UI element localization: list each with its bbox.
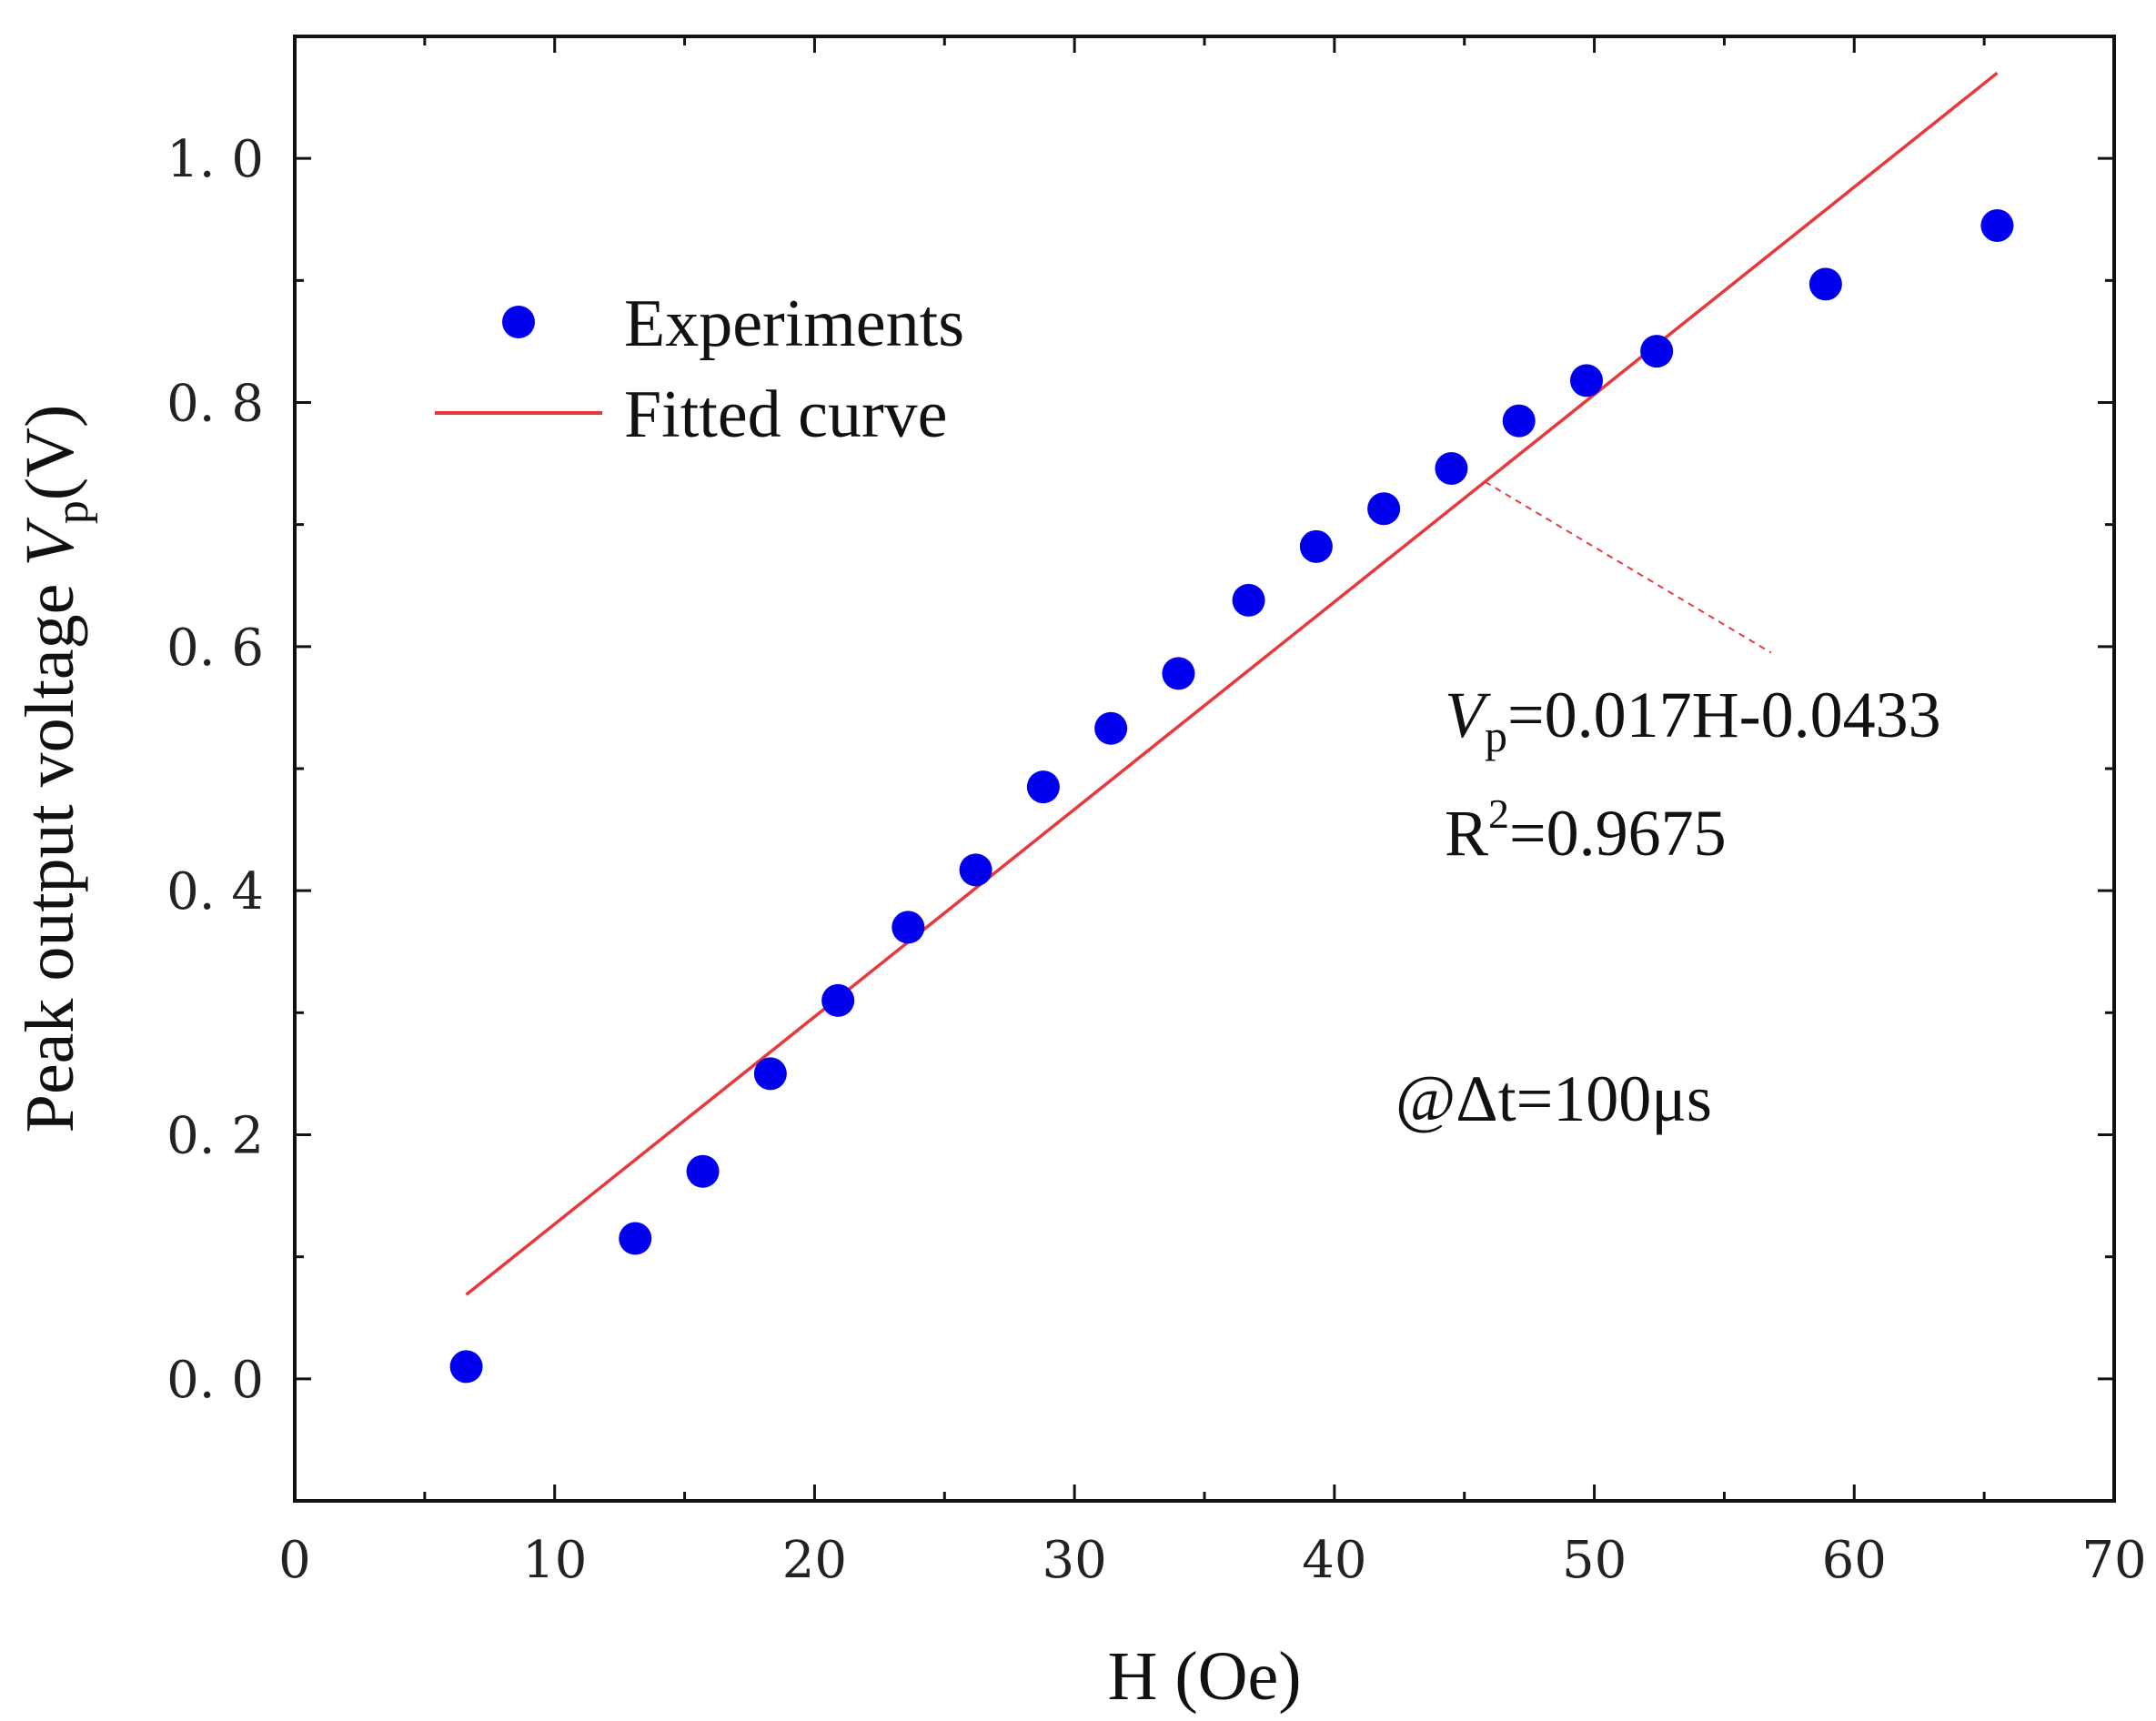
legend: Experiments Fitted curve	[435, 287, 964, 452]
data-point	[449, 1350, 483, 1384]
equation-text: Vp=0.017H-0.0433	[1445, 679, 1941, 761]
data-point	[1299, 529, 1333, 563]
legend-experiments-marker	[502, 306, 535, 338]
data-point	[821, 983, 855, 1017]
x-axis-title: H (Oe)	[1107, 1638, 1301, 1715]
equation-leader-line	[1485, 480, 1772, 654]
x-axis-ticks	[293, 36, 2116, 1501]
y-tick-label: 0. 6	[166, 619, 264, 678]
y-axis-title-subscript: p	[46, 500, 98, 524]
y-axis-title-suffix: (V)	[12, 405, 88, 501]
data-point	[1162, 657, 1195, 690]
data-point	[892, 911, 925, 944]
data-point	[1232, 583, 1265, 617]
x-tick-label: 10	[522, 1531, 587, 1590]
data-point	[1980, 208, 2014, 242]
data-point	[1808, 267, 1842, 301]
experiments-points	[449, 208, 2014, 1384]
data-point	[1367, 492, 1401, 526]
legend-fitted-curve-label: Fitted curve	[624, 377, 948, 452]
data-point	[959, 853, 992, 887]
data-point	[686, 1154, 720, 1188]
legend-experiments-label: Experiments	[624, 287, 964, 361]
r-squared-rest: =0.9675	[1509, 797, 1727, 870]
r-squared-superscript: 2	[1488, 790, 1509, 837]
equation-annotation: Vp=0.017H-0.0433 R2=0.9675 @Δt=100μs	[1395, 679, 1941, 1135]
y-axis-title: Peak output voltage Vp(V)	[12, 405, 98, 1133]
r-squared-text: R2=0.9675	[1445, 790, 1727, 870]
y-tick-label: 0. 2	[166, 1107, 264, 1166]
data-point	[1435, 451, 1468, 485]
y-tick-label: 0. 0	[166, 1351, 264, 1410]
y-axis-ticks	[295, 35, 2114, 1503]
x-tick-label: 60	[1822, 1531, 1887, 1590]
data-point	[619, 1222, 652, 1255]
equation-subscript: p	[1485, 710, 1507, 761]
x-tick-label: 70	[2081, 1531, 2146, 1590]
data-point	[1640, 335, 1674, 368]
equation-variable: V	[1445, 679, 1491, 751]
y-axis-title-variable: V	[12, 518, 88, 567]
data-point	[1570, 364, 1603, 398]
condition-text: @Δt=100μs	[1395, 1062, 1712, 1135]
x-tick-label: 20	[782, 1531, 847, 1590]
x-axis-tick-labels: 0 10 20 30 40 50 60 70	[278, 1531, 2146, 1590]
data-point	[1094, 711, 1128, 745]
y-tick-label: 0. 8	[166, 375, 264, 434]
x-tick-label: 30	[1043, 1531, 1107, 1590]
y-axis-title-prefix: Peak output voltage	[12, 567, 88, 1133]
plot-frame	[293, 35, 2116, 1503]
x-tick-label: 40	[1302, 1531, 1366, 1590]
equation-rest: =0.017H-0.0433	[1507, 679, 1941, 751]
fitted-curve-line	[465, 71, 1999, 1296]
y-tick-label: 1. 0	[166, 130, 264, 189]
x-tick-label: 0	[278, 1531, 311, 1590]
data-point	[753, 1057, 787, 1091]
r-squared-base: R	[1445, 797, 1488, 870]
y-tick-label: 0. 4	[166, 862, 264, 921]
x-tick-label: 50	[1562, 1531, 1627, 1590]
data-point	[1502, 404, 1536, 438]
y-axis-tick-labels: 0. 0 0. 2 0. 4 0. 6 0. 8 1. 0	[166, 130, 264, 1410]
data-point	[1026, 770, 1060, 804]
